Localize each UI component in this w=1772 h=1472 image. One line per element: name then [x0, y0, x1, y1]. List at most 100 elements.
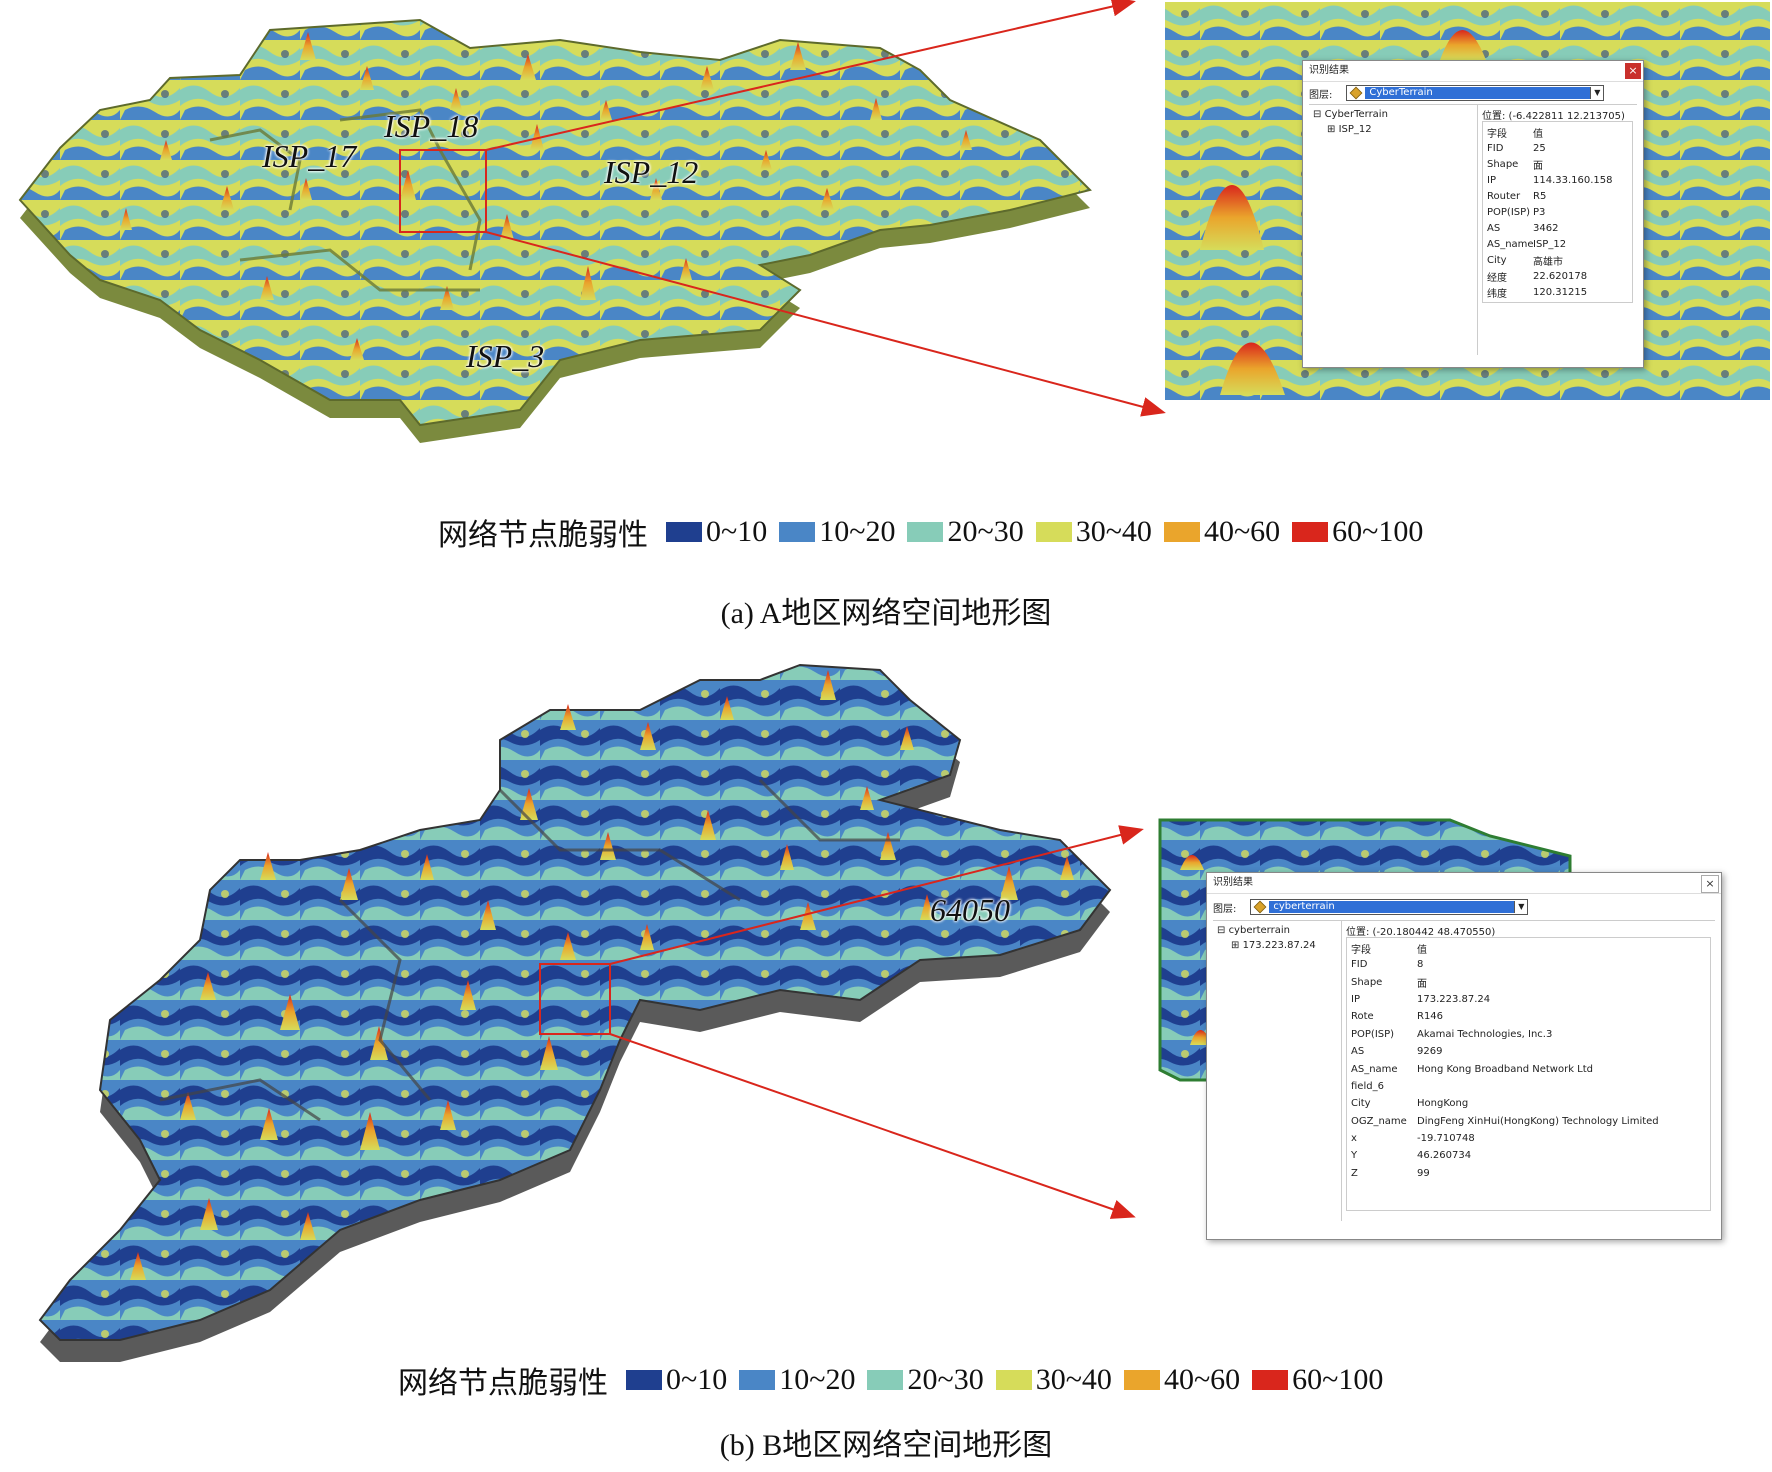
table-row: Router R5 — [1487, 188, 1628, 204]
field-value: 面 — [1533, 160, 1543, 172]
legend-swatch — [626, 1370, 662, 1390]
close-icon[interactable]: × — [1625, 63, 1641, 79]
table-row: field_6 — [1351, 1078, 1706, 1095]
legend-label: 40~60 — [1203, 515, 1281, 548]
legend-swatch — [1163, 522, 1200, 542]
field-name: 经度 — [1487, 272, 1507, 284]
dialog-title: 识别结果 — [1309, 65, 1349, 76]
tree-collapse-icon[interactable]: ⊟ — [1217, 925, 1229, 936]
layer-label: 图层: — [1309, 89, 1333, 101]
table-row: Shape 面 — [1351, 973, 1706, 990]
field-value: DingFeng XinHui(HongKong) Technology Lim… — [1417, 1115, 1659, 1127]
chevron-down-icon[interactable]: ▼ — [1514, 901, 1527, 913]
legend-swatch — [1035, 522, 1072, 542]
tree-child[interactable]: 173.223.87.24 — [1242, 940, 1316, 951]
field-value: 46.260734 — [1417, 1150, 1472, 1162]
legend-swatch — [739, 1370, 776, 1390]
field-name: IP — [1487, 174, 1496, 186]
table-row: AS 3462 — [1487, 220, 1628, 236]
tree-child[interactable]: ISP_12 — [1338, 124, 1372, 135]
tree-root[interactable]: cyberterrain — [1228, 925, 1290, 936]
field-value: 9269 — [1417, 1046, 1443, 1058]
pointer-arrow-a-top — [485, 0, 1136, 151]
legend-label: 20~30 — [947, 515, 1024, 548]
header-field: 字段 — [1351, 944, 1371, 956]
dialog-title: 识别结果 — [1213, 877, 1253, 888]
table-row: IP 173.223.87.24 — [1351, 991, 1706, 1008]
legend-item: 40~60 — [1163, 515, 1281, 549]
table-row: FID 25 — [1487, 140, 1628, 156]
field-value: 25 — [1533, 142, 1546, 154]
legend-swatch — [666, 522, 702, 542]
legend-label: 60~100 — [1292, 1363, 1384, 1396]
field-name: 纬度 — [1487, 288, 1507, 300]
field-name: FID — [1487, 142, 1504, 154]
layer-select-value: CyberTerrain — [1365, 87, 1591, 99]
position-readout: 位置: (-20.180442 48.470550) — [1346, 927, 1496, 938]
close-icon[interactable]: × — [1701, 875, 1719, 893]
field-name: Z — [1351, 1167, 1358, 1179]
legend-swatch — [995, 1370, 1032, 1390]
chevron-down-icon[interactable]: ▼ — [1590, 87, 1603, 99]
isp-label-17: ISP_17 — [262, 138, 357, 174]
field-name: OGZ_name — [1351, 1115, 1407, 1127]
field-name: Shape — [1487, 158, 1519, 170]
attribute-table: 字段 值 FID 8 Shape 面 IP 173.223.87.24 Rote R146 POP… — [1346, 937, 1711, 1211]
tree-expand-icon[interactable]: ⊞ — [1231, 940, 1243, 951]
field-name: Rote — [1351, 1011, 1374, 1023]
legend-item: 0~10 — [666, 515, 767, 549]
layer-select[interactable]: cyberterrain ▼ — [1250, 899, 1529, 915]
legend-item: 60~100 — [1252, 1363, 1383, 1397]
table-row: Z 99 — [1351, 1165, 1706, 1182]
field-value: Hong Kong Broadband Network Ltd — [1417, 1063, 1594, 1075]
attribute-table: 字段值 FID 25 Shape 面 IP 114.33.160.158 Router R5 P… — [1482, 121, 1633, 303]
as-label-64050: 64050 — [930, 892, 1010, 928]
zoom-box-b — [539, 963, 611, 1035]
table-row: x -19.710748 — [1351, 1130, 1706, 1147]
field-name: Y — [1351, 1150, 1358, 1162]
legend-label: 30~40 — [1035, 1363, 1112, 1396]
legend-item: 10~20 — [779, 515, 895, 549]
layer-select-value: cyberterrain — [1269, 901, 1515, 913]
table-row: POP(ISP) P3 — [1487, 204, 1628, 220]
header-value: 值 — [1533, 128, 1543, 140]
legend-item: 40~60 — [1123, 1363, 1240, 1397]
field-value: 22.620178 — [1533, 270, 1588, 282]
tree-expand-icon[interactable]: ⊞ — [1327, 124, 1339, 135]
field-name: FID — [1351, 959, 1368, 971]
legend-swatch — [1252, 1370, 1289, 1390]
position-readout: 位置: (-6.422811 12.213705) — [1482, 111, 1625, 122]
legend-title: 网络节点脆弱性 — [398, 1367, 608, 1400]
legend-swatch — [907, 522, 944, 542]
tree-root[interactable]: CyberTerrain — [1324, 109, 1388, 120]
table-row: City 高雄市 — [1487, 252, 1628, 268]
field-value: R5 — [1533, 190, 1547, 202]
isp-label-12: ISP_12 — [604, 154, 699, 190]
field-value: 99 — [1417, 1167, 1430, 1179]
table-header: 字段 值 — [1487, 124, 1628, 140]
layer-select[interactable]: CyberTerrain ▼ — [1346, 85, 1605, 101]
legend-item: 60~100 — [1292, 515, 1423, 549]
result-tree: ⊟ CyberTerrain ⊞ ISP_12 — [1309, 105, 1478, 355]
field-value: -19.710748 — [1417, 1133, 1475, 1145]
table-row: OGZ_name DingFeng XinHui(HongKong) Techno… — [1351, 1113, 1706, 1130]
isp-label-18: ISP_18 — [384, 108, 479, 144]
isp-label-3: ISP_3 — [466, 338, 545, 374]
pointer-arrow-b-top — [609, 825, 1144, 965]
legend-label: 60~100 — [1332, 515, 1424, 548]
field-name: AS_name — [1487, 238, 1534, 250]
table-row: Shape 面 — [1487, 156, 1628, 172]
legend-a: 网络节点脆弱性 0~10 10~20 20~30 30~40 40~60 60~100 — [438, 510, 1435, 554]
field-name: x — [1351, 1133, 1357, 1145]
field-name: Shape — [1351, 976, 1383, 988]
legend-swatch — [1292, 522, 1329, 542]
field-value: 173.223.87.24 — [1417, 993, 1491, 1005]
caption-a: (a) A地区网络空间地形图 — [720, 597, 1052, 630]
table-row: 纬度 120.31215 — [1487, 284, 1628, 300]
tree-collapse-icon[interactable]: ⊟ — [1313, 109, 1325, 120]
result-tree: ⊟ cyberterrain ⊞ 173.223.87.24 — [1213, 921, 1342, 1221]
terrain-map-b — [38, 663, 1112, 1362]
field-value: R146 — [1417, 1011, 1444, 1023]
identify-dialog-a: 识别结果 × 图层: CyberTerrain ▼ ⊟ CyberTerrain… — [1302, 60, 1644, 368]
field-name: POP(ISP) — [1487, 206, 1531, 218]
